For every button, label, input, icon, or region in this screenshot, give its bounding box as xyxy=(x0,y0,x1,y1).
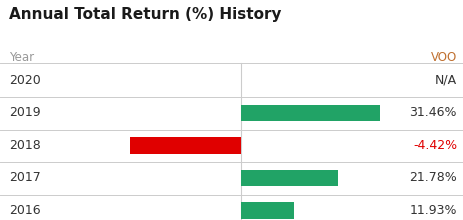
FancyBboxPatch shape xyxy=(241,170,337,186)
Text: 2019: 2019 xyxy=(9,106,41,119)
Text: 2016: 2016 xyxy=(9,204,41,217)
FancyBboxPatch shape xyxy=(241,202,294,219)
Text: Annual Total Return (%) History: Annual Total Return (%) History xyxy=(9,7,281,22)
Text: VOO: VOO xyxy=(430,51,456,64)
Text: 2017: 2017 xyxy=(9,171,41,185)
Text: 31.46%: 31.46% xyxy=(409,106,456,119)
Text: 2018: 2018 xyxy=(9,139,41,152)
Text: 2020: 2020 xyxy=(9,74,41,87)
Text: 11.93%: 11.93% xyxy=(409,204,456,217)
FancyBboxPatch shape xyxy=(241,105,380,121)
Text: 21.78%: 21.78% xyxy=(408,171,456,185)
Text: Year: Year xyxy=(9,51,34,64)
Text: -4.42%: -4.42% xyxy=(412,139,456,152)
FancyBboxPatch shape xyxy=(130,137,241,154)
Text: N/A: N/A xyxy=(434,74,456,87)
